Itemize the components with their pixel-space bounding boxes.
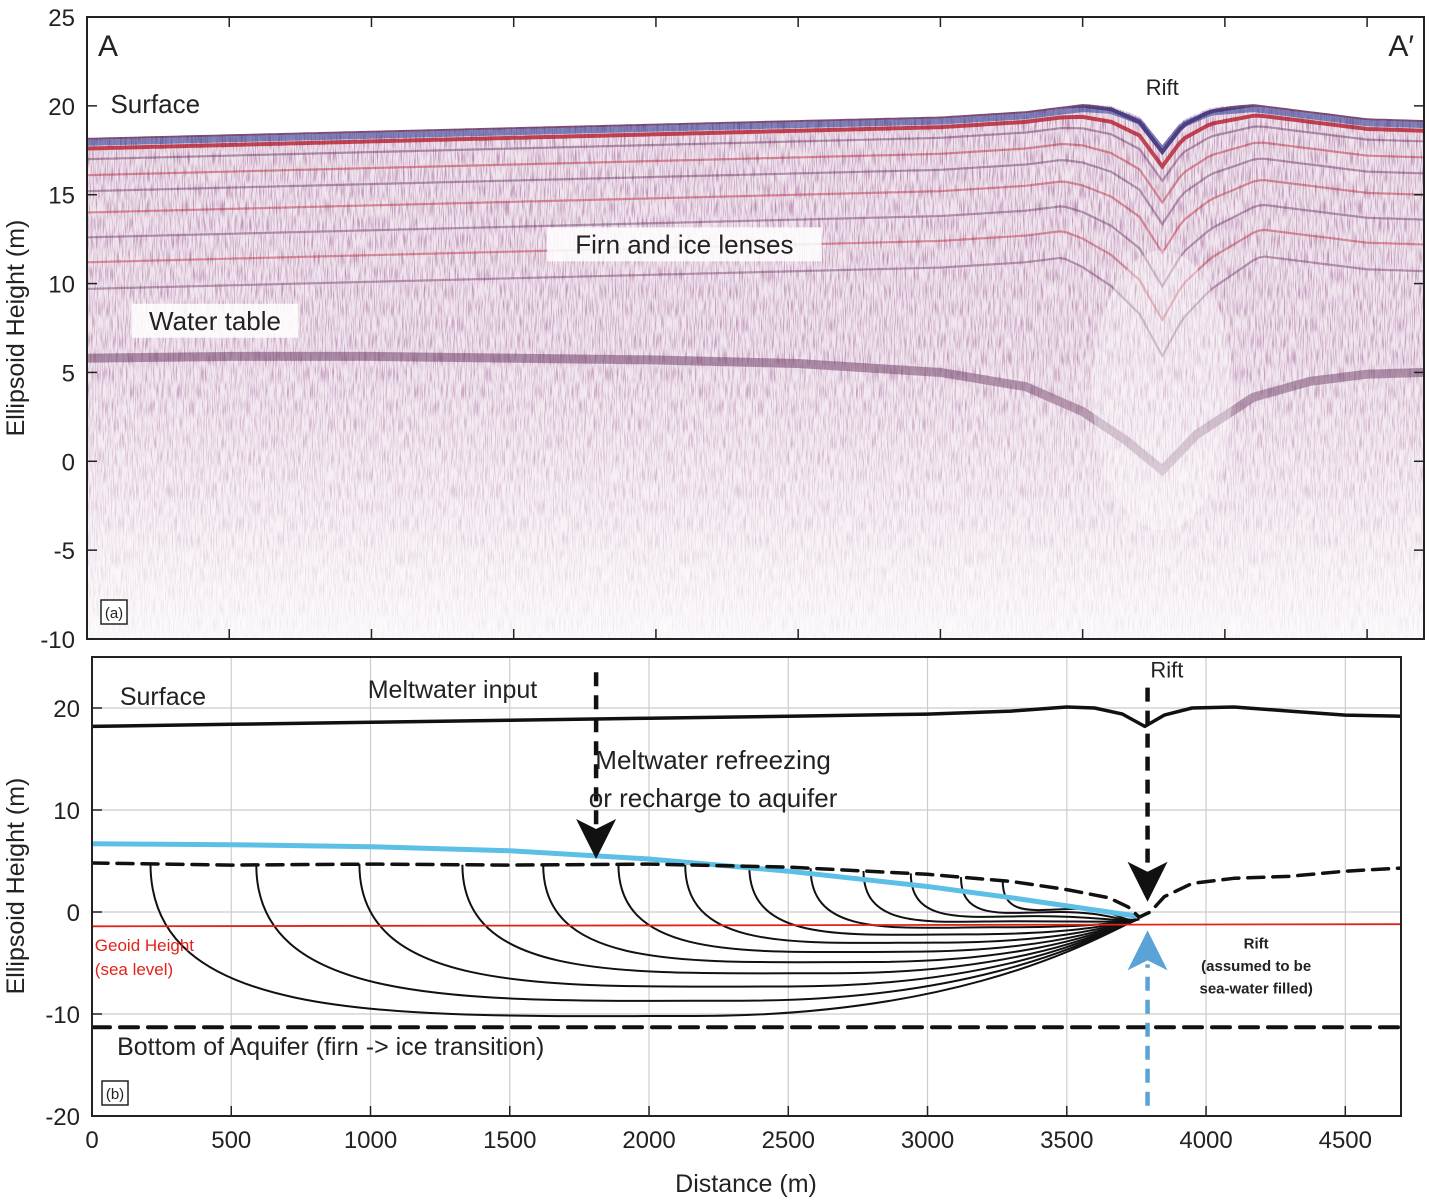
meltwater-input-label: Meltwater input [368,676,538,704]
flow-line [358,864,1140,988]
panel-a-y-tick-label: 25 [48,5,75,32]
panel-b: -20 -10 0 10 20 0 500 1000 1500 2000 2500 3000 3500 4… [2,656,1402,1198]
flow-line [862,870,1140,923]
panel-b-x-tick-label: 3500 [1040,1127,1093,1154]
panel-a-y-tick-label: -10 [40,627,75,654]
surface-line [92,705,1401,729]
panel-b-label: (b) [106,1086,124,1103]
panel-a-label: (a) [105,605,123,622]
corner-label-a-prime: A′ [1388,30,1414,63]
flow-line [149,863,1140,1018]
panel-a-x-ticks [86,17,1368,639]
geoid-height-label: Geoid Height [95,936,195,955]
panel-a-y-tick-label: -5 [54,538,75,565]
corner-label-a: A [98,30,118,63]
aquifer-bottom-label: Bottom of Aquifer (firn -> ice transitio… [117,1033,544,1061]
panel-b-annotations: Surface Meltwater input Rift Meltwater refr… [95,657,1313,1060]
panel-b-x-tick-label: 3000 [901,1127,954,1154]
flow-line [809,868,1140,929]
panel-a-y-tick-label: 5 [62,360,75,387]
rift-note-line-1: (assumed to be [1201,958,1311,975]
flow-line [684,864,1140,944]
panel-b-x-tick-label: 500 [211,1127,251,1154]
panel-b-x-tick-label: 2000 [622,1127,675,1154]
panel-a-label-box [100,599,128,625]
panel-b-arrows [576,672,1168,1106]
panel-a-y-tick-label: 20 [48,94,75,121]
panel-a-y-tick-label: 10 [48,272,75,299]
panel-a-frame [86,16,1425,640]
panel-a-y-axis-label: Ellipsoid Height (m) [2,220,30,437]
flow-lines [149,863,1140,1018]
panel-b-x-tick-label: 4000 [1179,1127,1232,1154]
aquifer-top-line [92,861,1401,919]
panel-b-x-tick-label: 4500 [1319,1127,1372,1154]
panel-a-y-tick-label: 0 [62,449,75,476]
panel-b-series [92,705,1401,1030]
rift-up-arrow-head [1127,930,1168,971]
panel-b-x-tick-label: 1500 [483,1127,536,1154]
radargram-air [87,17,1424,145]
radargram-sky [87,17,1424,145]
flow-line [542,864,1140,964]
surface-label: Surface [110,89,200,119]
rift-label: Rift [1146,75,1179,100]
rift-note-line-2: sea-water filled) [1199,981,1312,998]
firn-ice-lenses-label: Firn and ice lenses [575,229,793,259]
sea-level-label: (sea level) [95,960,173,979]
panel-b-x-tick-label: 2500 [762,1127,815,1154]
water-table-label-bg [131,303,299,338]
rift-note-title: Rift [1244,936,1269,953]
flow-line [617,864,1140,954]
panel-b-y-tick-label: -20 [45,1104,80,1131]
panel-b-y-tick-label: 10 [53,798,80,825]
meltwater-refreezing-label: Meltwater refreezing [595,745,831,775]
geoid-line [92,923,1401,928]
rift-label: Rift [1150,657,1183,682]
panel-b-frame [91,656,1402,1117]
panel-b-label-box [101,1080,129,1106]
flow-line [909,873,1140,922]
water-table-label: Water table [149,306,281,336]
meltwater-input-arrow-head [576,818,617,859]
panel-a-y-tick-label: 15 [48,183,75,210]
panel-b-x-tick-label: 1000 [344,1127,397,1154]
panel-b-x-tick-label: 0 [85,1127,98,1154]
firn-ice-lenses-label-bg [547,227,822,262]
flow-line [960,877,1140,921]
recharge-label: or recharge to aquifer [589,783,838,813]
panel-b-y-tick-label: -10 [45,1002,80,1029]
panel-a-y-ticks: -10 -5 0 5 10 15 20 25 [40,5,1424,654]
panel-b-y-tick-label: 0 [67,900,80,927]
panel-b-y-tick-label: 20 [53,696,80,723]
flow-line [461,864,1140,975]
surface-label: Surface [120,683,206,711]
panel-a-annotations: Surface Rift Firn and ice lenses Water tabl… [110,75,1179,338]
water-table-line [92,841,1139,919]
panel-b-ticks: -20 -10 0 10 20 0 500 1000 1500 2000 2500 3000 3500 4… [45,696,1372,1154]
flow-line [255,864,1140,1002]
rift-down-arrow-head [1127,861,1168,902]
panel-a: -10 -5 0 5 10 15 20 25 Ellipsoid Height (m) A A… [2,5,1425,654]
panel-b-x-axis-label: Distance (m) [675,1170,817,1198]
panel-b-y-axis-label: Ellipsoid Height (m) [2,778,30,995]
